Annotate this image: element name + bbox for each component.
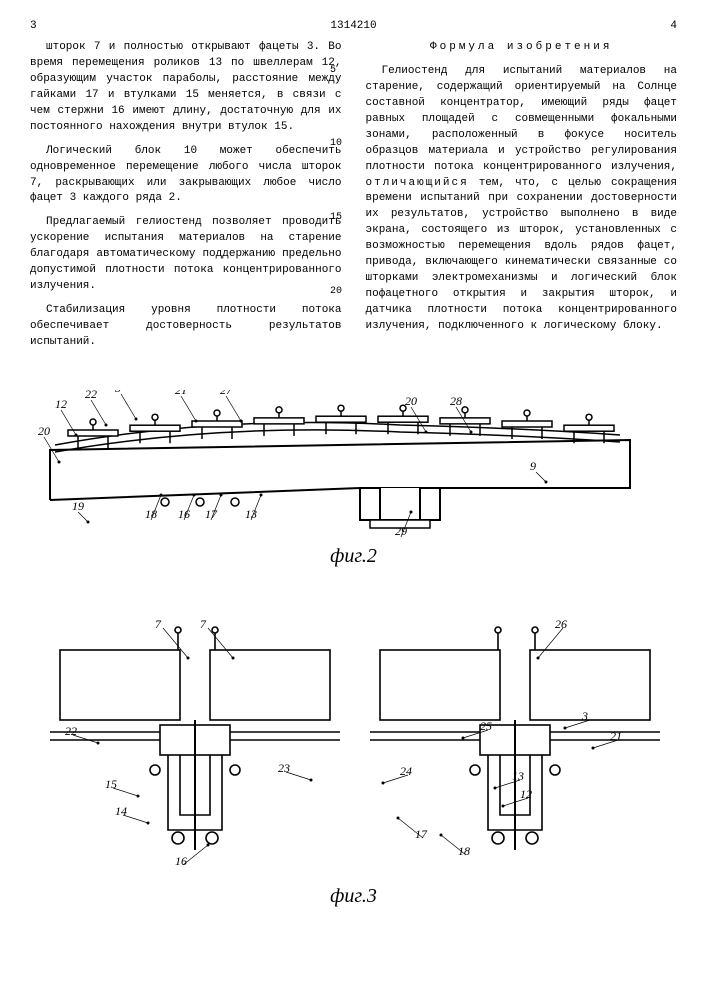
claim-b: отличающийся (366, 177, 469, 189)
svg-text:7: 7 (155, 620, 162, 631)
doc-number: 1314210 (330, 20, 376, 32)
svg-text:17: 17 (415, 827, 428, 841)
svg-text:28: 28 (450, 394, 462, 408)
page-header: 3 1314210 4 (30, 20, 677, 32)
svg-text:21: 21 (175, 390, 187, 397)
line-num-10: 10 (330, 138, 342, 149)
left-p1: шторок 7 и полностью открывают фацеты 3.… (30, 40, 342, 136)
fig3-svg: 77222315141626253212413121718 (20, 620, 660, 880)
text-columns: шторок 7 и полностью открывают фацеты 3.… (30, 40, 677, 390)
page-num-left: 3 (30, 20, 37, 32)
right-column: Формула изобретения Гелиостенд для испыт… (366, 40, 678, 390)
fig2-svg: 1222321272820201918161713299 (20, 390, 660, 540)
left-p4: Стабилизация уровня плотности потока обе… (30, 303, 342, 351)
figure-2: 1222321272820201918161713299 фиг.2 (20, 390, 687, 570)
figure-3: 77222315141626253212413121718 фиг.3 (20, 620, 687, 900)
fig2-caption: фиг.2 (20, 545, 687, 568)
right-p1: Гелиостенд для испытаний материалов на с… (366, 64, 678, 335)
left-p3: Предлагаемый гелиостенд позволяет провод… (30, 215, 342, 295)
line-num-15: 15 (330, 212, 342, 223)
line-num-5: 5 (330, 65, 336, 76)
svg-text:22: 22 (85, 390, 97, 401)
svg-text:9: 9 (530, 459, 536, 473)
svg-text:27: 27 (220, 390, 233, 397)
svg-text:26: 26 (555, 620, 567, 631)
fig3-caption: фиг.3 (20, 885, 687, 908)
formula-title: Формула изобретения (366, 40, 678, 56)
svg-text:20: 20 (38, 424, 50, 438)
svg-text:7: 7 (200, 620, 207, 631)
page: 3 1314210 4 шторок 7 и полностью открыва… (0, 0, 707, 1000)
claim-c: тем, что, с целью сокращения времени исп… (366, 177, 678, 332)
svg-text:19: 19 (72, 499, 84, 513)
left-p2: Логический блок 10 может обеспечить одно… (30, 144, 342, 208)
svg-text:20: 20 (405, 394, 417, 408)
claim-a: Гелиостенд для испытаний материалов на с… (366, 65, 678, 173)
left-column: шторок 7 и полностью открывают фацеты 3.… (30, 40, 342, 390)
svg-text:16: 16 (175, 854, 187, 868)
svg-text:12: 12 (55, 397, 67, 411)
svg-text:3: 3 (114, 390, 121, 395)
page-num-right: 4 (670, 20, 677, 32)
line-num-20: 20 (330, 286, 342, 297)
svg-text:18: 18 (458, 844, 470, 858)
